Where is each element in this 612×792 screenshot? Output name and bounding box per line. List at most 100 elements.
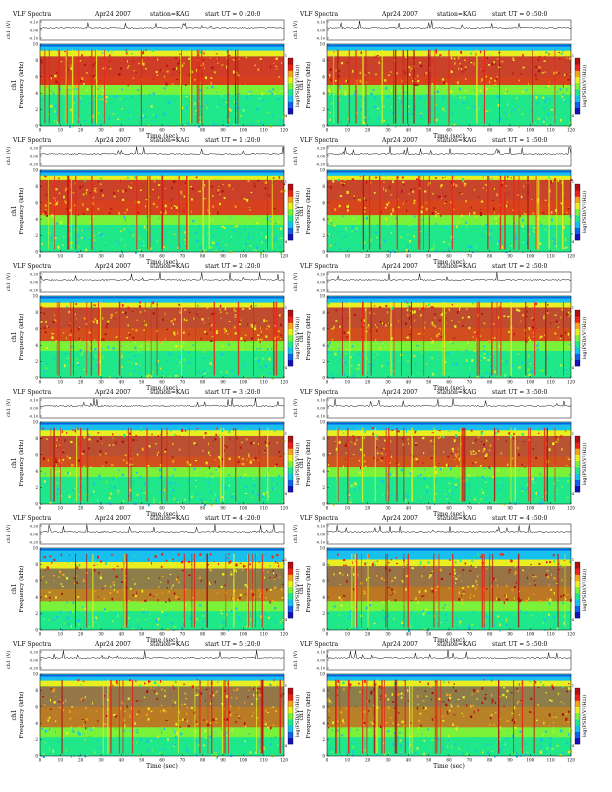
spectrum-speckle bbox=[264, 576, 265, 579]
spectrum-speckle bbox=[171, 186, 173, 190]
spectrum-sferic-streak bbox=[351, 553, 353, 628]
spectrum-speckle bbox=[73, 97, 76, 101]
spectrum-xtick-label: 20 bbox=[365, 254, 371, 259]
spectrum-speckle bbox=[352, 435, 355, 439]
spectrum-sferic-streak bbox=[337, 49, 339, 124]
colorbar-segment bbox=[575, 190, 580, 197]
spectrum-speckle bbox=[493, 61, 495, 64]
colorbar-segment bbox=[288, 227, 293, 235]
spectrum-speckle bbox=[199, 89, 202, 92]
spectrum-xtick-label: 60 bbox=[446, 632, 452, 637]
spectrum-speckle bbox=[44, 375, 46, 377]
spectrum-sferic-streak bbox=[95, 49, 98, 124]
spectrum-speckle bbox=[542, 621, 545, 624]
spectrum-speckle bbox=[338, 440, 341, 444]
spectrum-speckle bbox=[522, 66, 525, 69]
spectrum-speckle bbox=[154, 555, 157, 558]
spectrum-speckle bbox=[264, 239, 266, 243]
spectrum-speckle bbox=[537, 704, 539, 706]
spectrum-speckle bbox=[183, 342, 185, 345]
spectrum-speckle bbox=[136, 439, 138, 441]
spectrum-speckle bbox=[147, 465, 150, 467]
waveform-ytick-label: 0.00 bbox=[317, 281, 326, 285]
spectrum-speckle bbox=[452, 68, 454, 71]
spectrum-ytick-label: 8 bbox=[35, 58, 38, 63]
spectrum-speckle bbox=[235, 720, 237, 724]
spectrum-speckle bbox=[281, 731, 283, 733]
spectrum-speckle bbox=[416, 706, 418, 710]
spectrum-speckle bbox=[532, 332, 535, 334]
spectrum-xtick-label: 60 bbox=[159, 128, 165, 133]
spectrum-speckle bbox=[269, 235, 270, 239]
spectrum-speckle bbox=[164, 690, 166, 692]
panel-station: station=KAG bbox=[150, 389, 189, 396]
spectrum-speckle bbox=[51, 336, 54, 340]
spectrum-speckle bbox=[101, 233, 104, 237]
spectrum-speckle bbox=[455, 101, 457, 105]
spectrum-speckle bbox=[353, 473, 356, 475]
spectrum-yellow-band bbox=[40, 302, 284, 308]
spectrum-speckle bbox=[493, 353, 496, 355]
spectrum-speckle bbox=[112, 347, 115, 350]
spectrum-speckle bbox=[84, 120, 87, 122]
panel-station: station=KAG bbox=[150, 11, 189, 18]
spectrum-speckle bbox=[499, 629, 501, 632]
spectrum-speckle bbox=[482, 565, 484, 568]
spectrum-sferic-streak bbox=[144, 301, 146, 376]
spectrum-speckle bbox=[113, 581, 115, 583]
spectrum-speckle bbox=[434, 471, 438, 474]
spectrum-speckle bbox=[524, 625, 526, 627]
spectrum-speckle bbox=[558, 563, 560, 565]
spectrum-speckle bbox=[198, 576, 202, 579]
spectrum-speckle bbox=[152, 92, 155, 95]
spectrum-speckle bbox=[410, 625, 412, 629]
spectrum-speckle bbox=[436, 585, 439, 588]
spectrum-speckle bbox=[172, 246, 175, 248]
spectrum-speckle bbox=[43, 556, 46, 559]
spectrum-speckle bbox=[129, 714, 131, 718]
spectrum-ylabel: Frequency (kHz) bbox=[18, 188, 25, 235]
spectrum-speckle bbox=[259, 58, 262, 60]
spectrum-sferic-streak bbox=[227, 49, 229, 124]
spectrum-speckle bbox=[167, 360, 169, 362]
spectrum-speckle bbox=[274, 430, 276, 432]
spectrum-speckle bbox=[373, 475, 376, 477]
spectrum-speckle bbox=[260, 251, 263, 255]
spectrum-speckle bbox=[240, 743, 243, 745]
spectrum-speckle bbox=[83, 369, 85, 370]
spectrum-speckle bbox=[514, 501, 517, 505]
spectrum-speckle bbox=[66, 467, 69, 471]
spectrum-speckle bbox=[186, 719, 188, 723]
spectrum-speckle bbox=[506, 205, 508, 208]
spectrum-speckle bbox=[71, 728, 73, 730]
spectrum-sferic-streak bbox=[538, 175, 540, 250]
spectrum-speckle bbox=[485, 110, 488, 113]
spectrum-sferic-streak bbox=[355, 49, 357, 124]
spectrum-speckle bbox=[452, 364, 454, 367]
spectrum-speckle bbox=[191, 91, 194, 94]
spectrum-ytick-label: 10 bbox=[320, 168, 326, 173]
spectrum-speckle bbox=[338, 247, 341, 250]
spectrum-speckle bbox=[537, 200, 539, 204]
spectrum-speckle bbox=[533, 349, 535, 351]
spectrum-speckle bbox=[545, 97, 547, 101]
spectrum-speckle bbox=[95, 364, 98, 367]
spectrum-speckle bbox=[214, 580, 216, 584]
spectrum-blue-edge bbox=[40, 171, 284, 173]
spectrum-speckle bbox=[184, 231, 186, 234]
spectrum-ylabel: Frequency (kHz) bbox=[18, 566, 25, 613]
spectrum-xtick-label: 0 bbox=[39, 632, 42, 637]
spectrum-speckle bbox=[183, 62, 185, 65]
spectrum-speckle bbox=[164, 209, 166, 213]
spectrum-speckle bbox=[366, 357, 368, 360]
spectrum-speckle bbox=[390, 455, 392, 458]
spectrum-speckle bbox=[152, 301, 154, 305]
spectrum-xtick-label: 20 bbox=[78, 506, 84, 511]
spectrum-speckle bbox=[50, 237, 53, 240]
spectrum-speckle bbox=[364, 680, 366, 683]
colorbar-tick-label: -4 bbox=[284, 618, 287, 622]
spectrum-speckle bbox=[376, 107, 379, 110]
spectrum-speckle bbox=[542, 369, 544, 373]
spectrum-speckle bbox=[435, 479, 437, 482]
spectrum-speckle bbox=[117, 118, 120, 120]
